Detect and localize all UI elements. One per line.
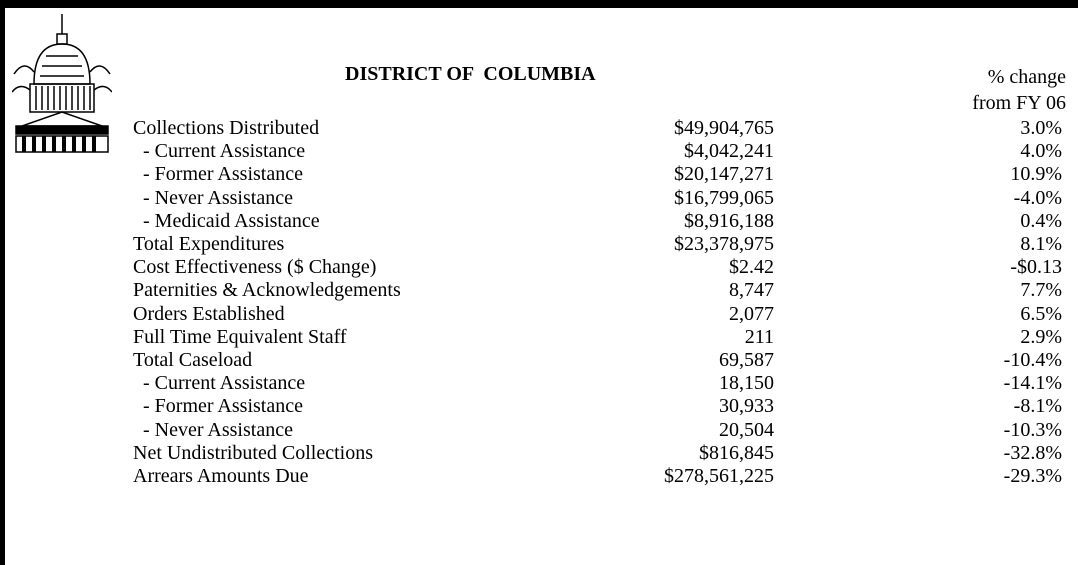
row-label: - Medicaid Assistance <box>133 210 320 233</box>
row-value: $278,561,225 <box>664 465 774 488</box>
row-label: Paternities & Acknowledgements <box>133 279 401 302</box>
row-value: $23,378,975 <box>674 233 774 256</box>
row-change: -14.1% <box>1004 372 1062 395</box>
row-change: -32.8% <box>1004 442 1062 465</box>
row-change: -$0.13 <box>1010 256 1062 279</box>
row-change: 3.0% <box>1020 117 1062 140</box>
row-label: Total Expenditures <box>133 233 284 256</box>
row-label: Orders Established <box>133 303 285 326</box>
page: DISTRICT OF COLUMBIA % change from FY 06… <box>0 0 1078 565</box>
row-change: 7.7% <box>1020 279 1062 302</box>
row-change: 0.4% <box>1020 210 1062 233</box>
row-value: 30,933 <box>719 395 774 418</box>
row-label: - Never Assistance <box>133 419 293 442</box>
row-label: - Former Assistance <box>133 163 303 186</box>
row-label: - Never Assistance <box>133 187 293 210</box>
row-value: 211 <box>745 326 774 349</box>
row-change: -4.0% <box>1014 187 1062 210</box>
row-value: 69,587 <box>719 349 774 372</box>
row-change: -10.3% <box>1004 419 1062 442</box>
title: DISTRICT OF COLUMBIA <box>345 63 596 86</box>
row-label: Cost Effectiveness ($ Change) <box>133 256 376 279</box>
row-value: $2.42 <box>729 256 774 279</box>
row-label: - Current Assistance <box>133 140 305 163</box>
row-change: 2.9% <box>1020 326 1062 349</box>
row-value: $816,845 <box>699 442 774 465</box>
row-label: Arrears Amounts Due <box>133 465 309 488</box>
row-change: -8.1% <box>1014 395 1062 418</box>
row-change: -29.3% <box>1004 465 1062 488</box>
row-value: $49,904,765 <box>674 117 774 140</box>
row-label: - Former Assistance <box>133 395 303 418</box>
row-label: Full Time Equivalent Staff <box>133 326 347 349</box>
row-value: $16,799,065 <box>674 187 774 210</box>
row-change: -10.4% <box>1004 349 1062 372</box>
row-label: Net Undistributed Collections <box>133 442 373 465</box>
column-header: from FY 06 <box>946 92 1066 115</box>
row-value: $4,042,241 <box>684 140 774 163</box>
row-label: Collections Distributed <box>133 117 319 140</box>
row-change: 6.5% <box>1020 303 1062 326</box>
capitol-icon <box>12 14 112 154</box>
row-value: 20,504 <box>719 419 774 442</box>
row-value: $8,916,188 <box>684 210 774 233</box>
row-value: $20,147,271 <box>674 163 774 186</box>
row-value: 2,077 <box>729 303 774 326</box>
row-label: - Current Assistance <box>133 372 305 395</box>
row-change: 8.1% <box>1020 233 1062 256</box>
column-header: % change <box>946 66 1066 89</box>
row-change: 4.0% <box>1020 140 1062 163</box>
row-change: 10.9% <box>1010 163 1062 186</box>
row-value: 18,150 <box>719 372 774 395</box>
row-value: 8,747 <box>729 279 774 302</box>
row-label: Total Caseload <box>133 349 252 372</box>
